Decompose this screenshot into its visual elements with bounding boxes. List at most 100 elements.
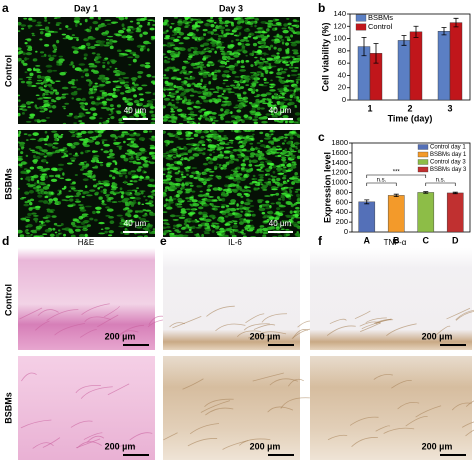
cell — [250, 210, 254, 213]
cell — [79, 209, 87, 212]
cell — [169, 233, 172, 237]
cell — [176, 77, 182, 81]
cell — [269, 210, 273, 214]
cell — [45, 167, 51, 171]
cell — [215, 225, 220, 229]
cell — [168, 50, 175, 53]
cell — [223, 156, 230, 159]
cell — [177, 51, 181, 55]
cell — [290, 80, 295, 82]
cell — [288, 120, 295, 124]
cell — [242, 235, 247, 237]
cell — [233, 27, 239, 31]
x-tick-label: A — [364, 235, 371, 245]
x-tick-label: D — [452, 235, 459, 245]
cell — [132, 58, 137, 63]
cell — [254, 113, 262, 117]
cell — [86, 194, 93, 197]
cell — [164, 188, 168, 193]
cell — [204, 227, 211, 229]
cell — [163, 226, 167, 229]
cell — [203, 230, 210, 233]
cell — [136, 187, 140, 190]
cell — [187, 200, 192, 203]
cell — [259, 204, 263, 208]
cell — [62, 155, 69, 158]
cell — [94, 102, 100, 106]
cell — [269, 44, 274, 48]
cell — [84, 185, 88, 189]
cell — [92, 65, 98, 68]
cell — [267, 135, 272, 138]
cell — [37, 194, 43, 198]
cell — [242, 75, 248, 79]
cell — [275, 222, 281, 227]
cell — [240, 200, 244, 205]
cell — [39, 169, 43, 172]
cell — [248, 159, 252, 164]
cell — [128, 88, 133, 92]
cell — [272, 137, 277, 140]
cell — [18, 112, 21, 117]
cell — [120, 154, 126, 159]
y-tick-label: 140 — [333, 9, 346, 18]
cell — [45, 219, 50, 223]
cell — [202, 152, 206, 156]
cell — [75, 225, 83, 229]
cell — [35, 225, 43, 230]
bar — [387, 195, 405, 233]
cell — [18, 57, 22, 62]
cell — [56, 39, 60, 44]
cell — [142, 163, 149, 167]
cell — [200, 135, 205, 139]
cell — [214, 50, 217, 54]
cell — [101, 100, 108, 104]
cell — [243, 168, 249, 171]
cell — [181, 183, 185, 187]
cell — [109, 45, 114, 50]
cell — [134, 54, 140, 59]
cell — [89, 136, 95, 139]
scale-bar-label: 200 µm — [105, 441, 136, 451]
cell — [145, 199, 148, 202]
cell — [36, 21, 42, 24]
cell — [269, 83, 275, 86]
cell — [68, 112, 73, 116]
tissue-fiber — [383, 427, 415, 434]
cell — [52, 45, 58, 50]
cell — [103, 150, 110, 154]
cell — [116, 110, 122, 115]
cell — [236, 192, 243, 197]
cell — [105, 81, 110, 85]
y-tick-label: 100 — [333, 34, 346, 43]
cell — [202, 162, 208, 166]
cell — [68, 228, 73, 231]
cell — [176, 108, 183, 112]
cell — [83, 38, 89, 42]
cell — [269, 216, 275, 220]
cell — [251, 180, 258, 184]
cell — [250, 167, 254, 172]
cell — [240, 59, 245, 64]
cell — [248, 101, 253, 105]
y-tick-label: 20 — [338, 83, 346, 92]
cell — [233, 86, 240, 89]
cell — [126, 103, 131, 106]
cell — [228, 91, 235, 94]
cell — [260, 186, 268, 190]
cell — [247, 87, 254, 92]
cell — [185, 101, 193, 106]
legend-label: Control — [368, 22, 393, 31]
cell — [221, 93, 225, 96]
cell — [52, 142, 59, 145]
cell — [144, 160, 149, 163]
cell — [166, 177, 172, 181]
tissue-fiber — [349, 416, 379, 426]
cell — [217, 87, 223, 89]
cell — [113, 167, 118, 171]
cell — [163, 74, 167, 77]
cell — [112, 87, 116, 92]
cell — [163, 97, 171, 101]
cell — [280, 107, 285, 109]
cell — [245, 219, 251, 222]
